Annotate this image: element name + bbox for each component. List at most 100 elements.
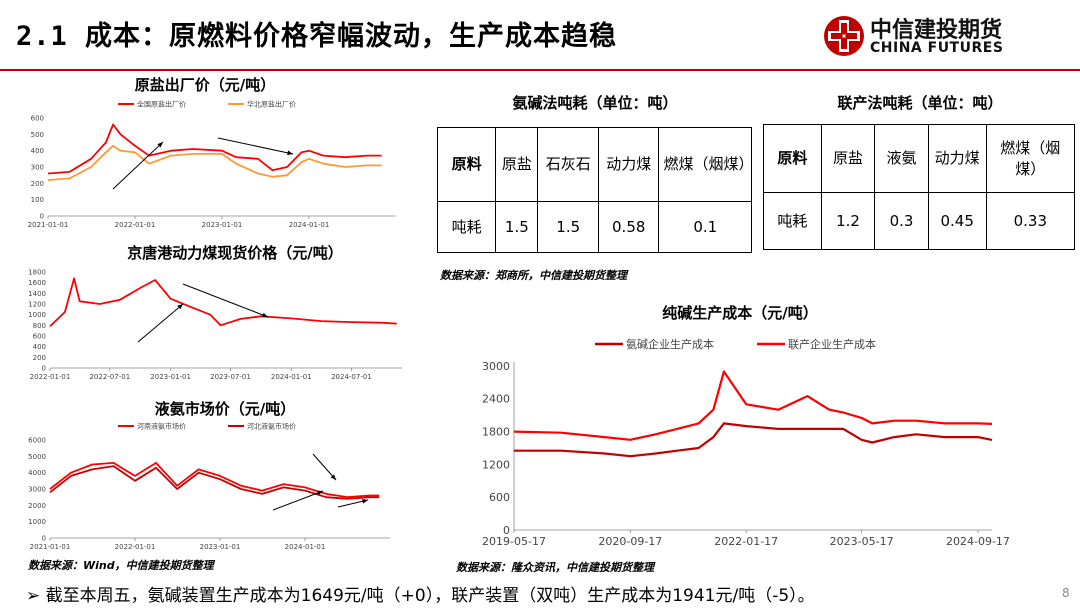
x-tick-label: 2022-01-01 — [30, 373, 71, 381]
series-line-1 — [49, 465, 380, 500]
y-tick-label: 2400 — [482, 393, 510, 406]
x-tick-label: 2023-01-01 — [150, 373, 191, 381]
header-divider — [0, 69, 1080, 71]
table-title-joint: 联产法吨耗（单位：吨） — [837, 94, 1003, 112]
y-tick-label: 1200 — [482, 458, 510, 471]
table-cell: 0.3 — [874, 192, 929, 250]
y-tick-label: 400 — [33, 343, 46, 351]
annotation-arrow — [312, 453, 337, 481]
table-header-cell: 原盐 — [820, 124, 876, 193]
table-header-cell: 石灰石 — [537, 127, 599, 202]
annotation-arrow — [112, 141, 164, 190]
y-tick-label: 1800 — [482, 425, 510, 438]
table-cell: 1.5 — [495, 201, 539, 253]
y-tick-label: 200 — [33, 354, 46, 362]
annotation-arrow-head — [177, 304, 183, 310]
legend-label: 河北液氨市场价 — [247, 422, 296, 431]
page-title: 2.1 成本：原燃料价格窄幅波动，生产成本趋稳 — [16, 21, 618, 52]
note-bullet: ➢ — [26, 586, 41, 606]
series-line-1 — [47, 144, 382, 181]
y-tick-label: 4000 — [28, 469, 46, 477]
y-tick-label: 600 — [489, 491, 510, 504]
y-tick-label: 600 — [33, 332, 46, 340]
x-tick-label: 2023-01-01 — [200, 543, 241, 551]
series-line-0 — [47, 123, 382, 175]
x-tick-label: 2023-01-01 — [202, 221, 243, 229]
annotation-arrow — [217, 137, 294, 155]
source-table: 数据来源：郑商所，中信建投期货整理 — [440, 269, 627, 282]
y-tick-label: 800 — [33, 322, 46, 330]
y-tick-label: 200 — [31, 180, 44, 188]
table-cell: 0.45 — [927, 192, 987, 250]
source-cost: 数据来源：隆众资讯，中信建投期货整理 — [456, 561, 654, 574]
y-tick-label: 3000 — [28, 485, 46, 493]
citic-logo-icon — [824, 16, 864, 56]
y-tick-label: 2000 — [28, 502, 46, 510]
annotation-arrow — [272, 490, 324, 511]
y-tick-label: 600 — [31, 114, 44, 122]
table-title-ammonia-soda: 氨碱法吨耗（单位：吨） — [512, 94, 678, 112]
annotation-arrow-head — [287, 150, 293, 156]
logo-chinese: 中信建投期货 — [870, 18, 1003, 43]
page-number: 8 — [1062, 586, 1070, 600]
x-tick-label: 2019-05-17 — [482, 535, 546, 548]
logo-english: CHINA FUTURES — [870, 40, 1004, 56]
annotation-arrow-head — [157, 142, 163, 148]
x-tick-label: 2024-09-17 — [946, 535, 1010, 548]
annotation-arrow — [137, 303, 184, 343]
y-tick-label: 1800 — [28, 268, 46, 276]
table-cell: 0.1 — [658, 201, 752, 253]
x-tick-label: 2024-01-01 — [271, 373, 312, 381]
legend-label: 全国原盐出厂价 — [137, 100, 186, 109]
y-tick-label: 0 — [40, 212, 44, 220]
table-cell: 1.5 — [537, 201, 599, 253]
legend-label: 河南液氨市场价 — [137, 422, 186, 431]
y-tick-label: 1000 — [28, 311, 46, 319]
x-tick-label: 2024-01-01 — [289, 221, 330, 229]
x-tick-label: 2022-07-01 — [89, 373, 130, 381]
table-cell: 1.2 — [820, 192, 876, 250]
y-tick-label: 1200 — [28, 300, 46, 308]
y-tick-label: 0 — [503, 524, 510, 537]
chart-title-ammonia: 液氨市场价（元/吨） — [154, 400, 296, 418]
table-header-cell: 动力煤 — [927, 124, 987, 193]
y-tick-label: 6000 — [28, 436, 46, 444]
annotation-arrow-head — [262, 312, 268, 318]
y-tick-label: 3000 — [482, 360, 510, 373]
legend-label: 氨碱企业生产成本 — [626, 337, 714, 351]
ammonia-soda-table: 原料 原盐 石灰石 动力煤 燃煤（烟煤） 吨耗 1.5 1.5 0.58 0.1 — [436, 127, 754, 253]
table-header-cell: 原盐 — [495, 127, 539, 202]
chart-title-coal: 京唐港动力煤现货价格（元/吨） — [127, 244, 343, 262]
x-tick-label: 2023-07-01 — [210, 373, 251, 381]
annotation-arrow-head — [362, 498, 368, 504]
y-tick-label: 0 — [42, 534, 46, 542]
table-header-cell: 原料 — [763, 124, 822, 193]
y-tick-label: 1000 — [28, 518, 46, 526]
y-tick-label: 0 — [42, 364, 46, 372]
table-header-cell: 原料 — [436, 127, 497, 202]
table-header-cell: 燃煤（烟煤） — [985, 124, 1076, 193]
x-tick-label: 2022-01-17 — [714, 535, 778, 548]
annotation-arrow — [182, 283, 269, 318]
table-cell: 0.33 — [985, 192, 1076, 250]
table-header-cell: 动力煤 — [597, 127, 660, 202]
salt-price-chart: 0 100 200 300 400 500 600 2021-01-01 2022-01-01 2… — [28, 100, 396, 229]
x-tick-label: 2024-01-01 — [285, 543, 326, 551]
chart-title-cost: 纯碱生产成本（元/吨） — [662, 304, 818, 322]
annotation-arrow-head — [317, 490, 323, 496]
soda-cost-chart: 0 600 1200 1800 2400 3000 2019-05-17 2020-09-17… — [482, 337, 1010, 548]
y-tick-label: 500 — [31, 131, 44, 139]
series-line-1 — [513, 370, 993, 441]
table-cell: 吨耗 — [436, 201, 497, 253]
legend-label: 联产企业生产成本 — [788, 337, 876, 351]
y-tick-label: 5000 — [28, 453, 46, 461]
table-cell: 吨耗 — [763, 192, 822, 250]
note-text: 截至本周五，氨碱装置生产成本为1649元/吨（+0），联产装置（双吨）生产成本为… — [45, 586, 815, 606]
series-line-0 — [514, 422, 993, 458]
joint-table: 原料 原盐 液氨 动力煤 燃煤（烟煤） 吨耗 1.2 0.3 0.45 0.33 — [763, 124, 1076, 250]
annotation-arrow-head — [330, 474, 336, 480]
y-tick-label: 1600 — [28, 279, 46, 287]
summary-note: ➢ 截至本周五，氨碱装置生产成本为1649元/吨（+0），联产装置（双吨）生产成… — [26, 581, 815, 606]
source-left: 数据来源：Wind，中信建投期货整理 — [28, 559, 214, 572]
series-line-0 — [49, 462, 380, 499]
